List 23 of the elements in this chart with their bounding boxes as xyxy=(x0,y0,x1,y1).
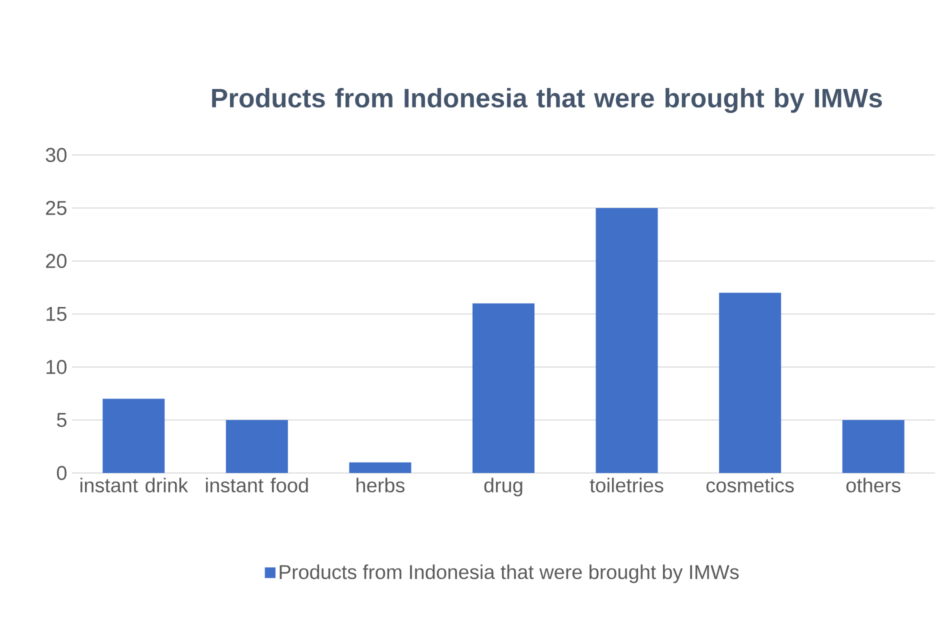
x-tick-label: instant drink xyxy=(80,478,188,492)
y-tick-label: 15 xyxy=(46,307,66,321)
bar xyxy=(349,462,412,473)
bar xyxy=(596,208,658,473)
x-tick-label: herbs xyxy=(356,478,404,492)
y-tick-label: 25 xyxy=(46,200,66,216)
x-tick-label: cosmetics xyxy=(706,478,794,492)
bar xyxy=(719,292,782,473)
chart-title: Products from Indonesia that were brought by IMWs xyxy=(212,88,882,113)
y-tick-label: 0 xyxy=(56,466,66,480)
y-tick-label: 10 xyxy=(46,360,66,374)
bar xyxy=(472,303,534,473)
y-tick-label: 30 xyxy=(46,148,66,162)
x-tick-label: instant food xyxy=(206,478,308,492)
legend-label: Products from Indonesia that were brought by IMWs xyxy=(280,564,739,584)
x-tick-label: drug xyxy=(484,478,522,496)
x-tick-label: toiletries xyxy=(590,478,664,492)
bar xyxy=(102,398,165,473)
y-tick-label: 20 xyxy=(46,254,66,268)
bar xyxy=(842,420,904,473)
y-tick-label: 5 xyxy=(56,413,66,427)
x-tick-label: others xyxy=(846,478,900,492)
bar xyxy=(226,420,288,473)
